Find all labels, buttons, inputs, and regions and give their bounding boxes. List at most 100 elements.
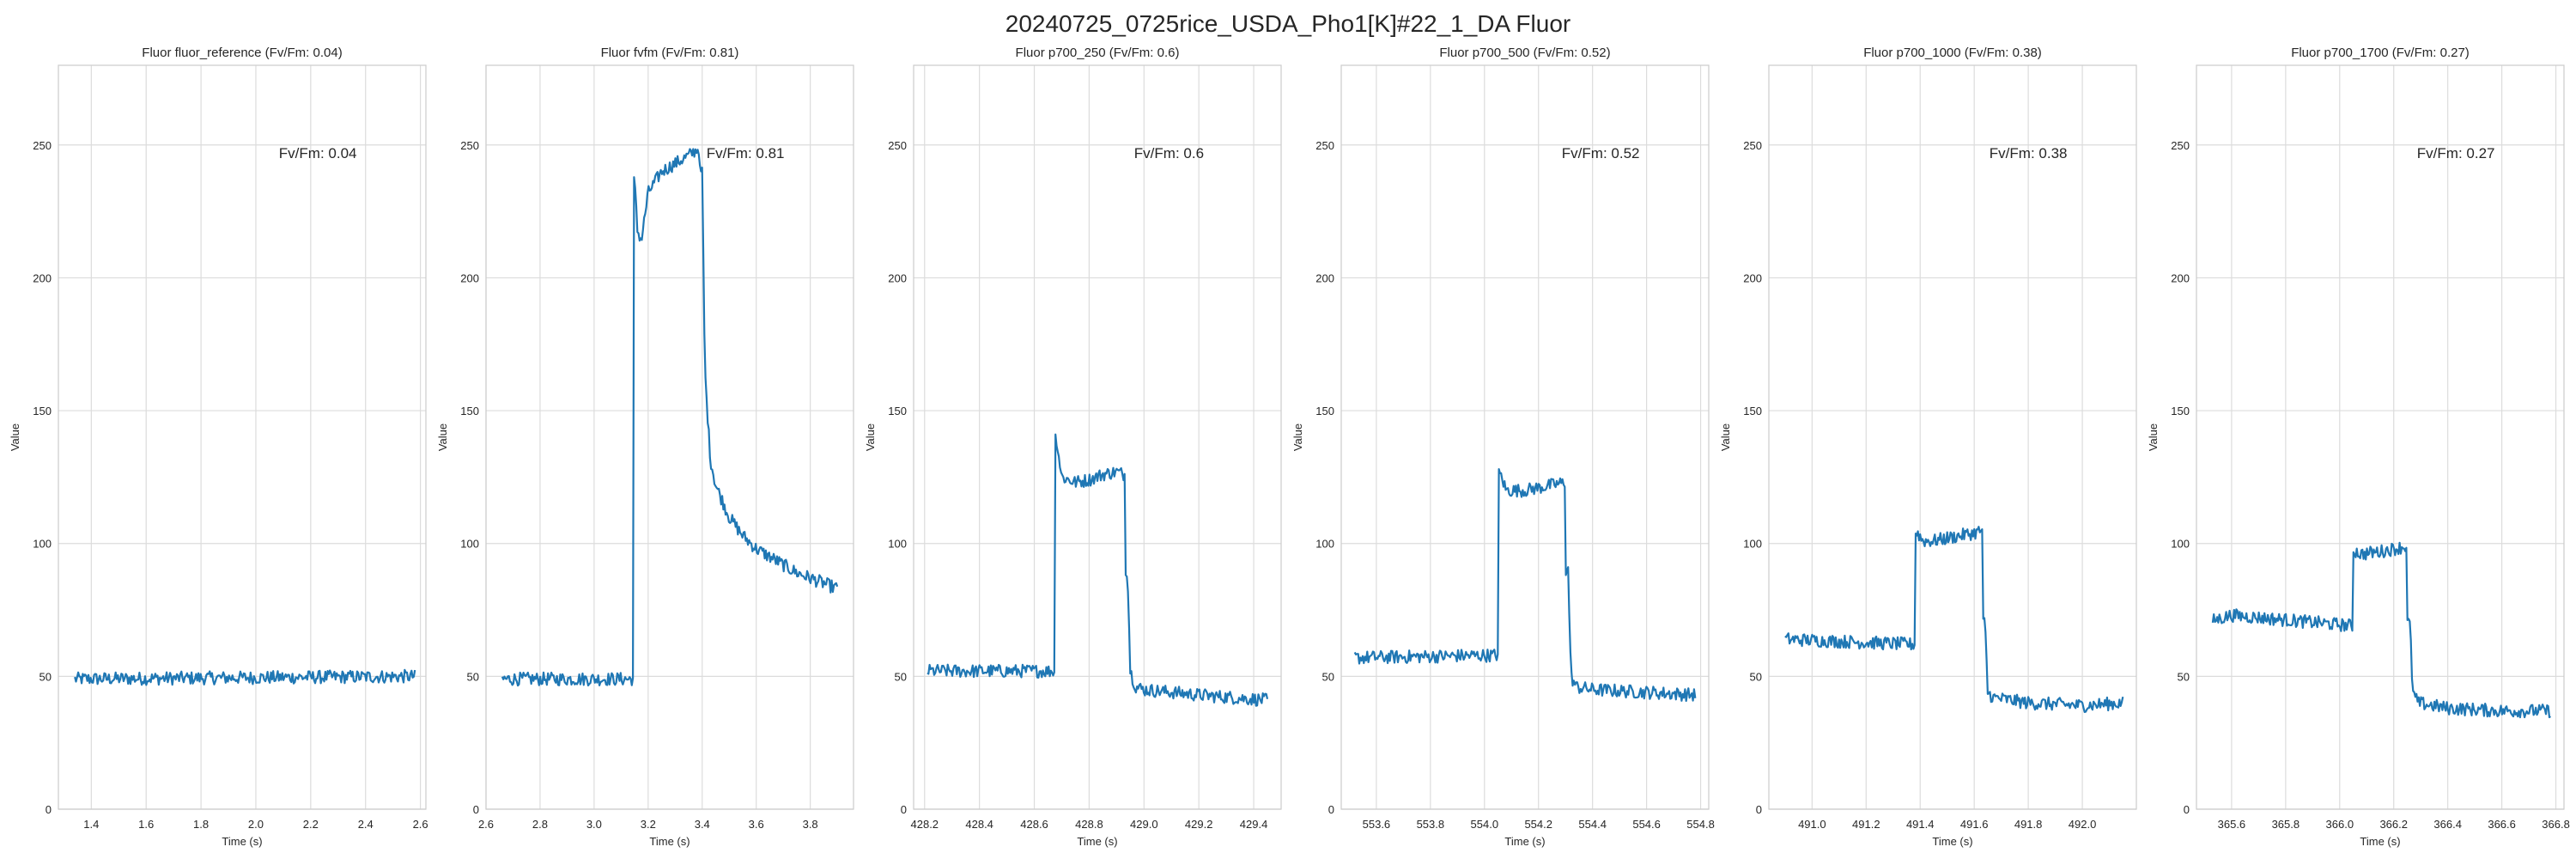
x-tick-label: 3.8 bbox=[803, 818, 818, 831]
x-tick-label: 1.8 bbox=[193, 818, 209, 831]
y-tick-label: 0 bbox=[2184, 803, 2190, 816]
y-tick-label: 250 bbox=[888, 139, 907, 152]
y-tick-label: 200 bbox=[2171, 271, 2190, 284]
y-tick-label: 50 bbox=[2178, 670, 2190, 683]
y-tick-label: 50 bbox=[39, 670, 52, 683]
x-tick-label: 553.8 bbox=[1417, 818, 1445, 831]
y-tick-label: 250 bbox=[460, 139, 479, 152]
series-line bbox=[1353, 467, 1697, 703]
x-tick-label: 3.6 bbox=[749, 818, 764, 831]
x-tick-label: 366.2 bbox=[2379, 818, 2408, 831]
x-tick-label: 366.6 bbox=[2488, 818, 2516, 831]
y-tick-label: 250 bbox=[1315, 139, 1334, 152]
y-tick-label: 200 bbox=[888, 271, 907, 284]
panel-title: Fluor fvfm (Fv/Fm: 0.81) bbox=[601, 46, 739, 60]
series-line bbox=[74, 668, 416, 686]
x-axis-label: Time (s) bbox=[2360, 835, 2400, 848]
x-axis-label: Time (s) bbox=[649, 835, 690, 848]
x-tick-label: 2.6 bbox=[413, 818, 428, 831]
y-tick-label: 100 bbox=[2171, 538, 2190, 551]
y-axis-label: Value bbox=[9, 423, 21, 451]
y-tick-label: 250 bbox=[1743, 139, 1762, 152]
plot-frame bbox=[913, 64, 1282, 810]
fvfm-annotation: Fv/Fm: 0.81 bbox=[707, 145, 785, 161]
x-tick-label: 553.6 bbox=[1363, 818, 1391, 831]
y-tick-label: 100 bbox=[33, 538, 52, 551]
y-tick-label: 150 bbox=[460, 405, 479, 417]
x-tick-label: 554.0 bbox=[1471, 818, 1499, 831]
x-tick-label: 3.0 bbox=[586, 818, 602, 831]
panel-title: Fluor p700_500 (Fv/Fm: 0.52) bbox=[1439, 46, 1610, 60]
plot-frame bbox=[58, 64, 427, 810]
x-tick-label: 366.4 bbox=[2433, 818, 2462, 831]
y-tick-label: 50 bbox=[1750, 670, 1762, 683]
fvfm-annotation: Fv/Fm: 0.6 bbox=[1134, 145, 1204, 161]
fvfm-annotation: Fv/Fm: 0.38 bbox=[1990, 145, 2068, 161]
x-tick-label: 554.8 bbox=[1686, 818, 1715, 831]
x-tick-label: 428.8 bbox=[1075, 818, 1103, 831]
x-tick-label: 1.6 bbox=[138, 818, 154, 831]
y-tick-label: 150 bbox=[888, 405, 907, 417]
y-tick-label: 0 bbox=[473, 803, 479, 816]
panel-title: Fluor p700_1700 (Fv/Fm: 0.27) bbox=[2291, 46, 2470, 60]
plot-frame bbox=[485, 64, 854, 810]
x-tick-label: 429.4 bbox=[1240, 818, 1268, 831]
y-tick-label: 0 bbox=[901, 803, 907, 816]
plot-frame bbox=[2196, 64, 2565, 810]
fvfm-annotation: Fv/Fm: 0.27 bbox=[2417, 145, 2495, 161]
x-tick-label: 365.8 bbox=[2272, 818, 2300, 831]
y-tick-label: 250 bbox=[2171, 139, 2190, 152]
y-tick-label: 150 bbox=[1743, 405, 1762, 417]
x-axis-label: Time (s) bbox=[1504, 835, 1545, 848]
x-tick-label: 365.6 bbox=[2218, 818, 2246, 831]
y-tick-label: 0 bbox=[1328, 803, 1334, 816]
x-tick-label: 366.8 bbox=[2542, 818, 2570, 831]
x-tick-label: 2.2 bbox=[303, 818, 319, 831]
y-axis-label: Value bbox=[1719, 423, 1732, 451]
panel-title: Fluor p700_250 (Fv/Fm: 0.6) bbox=[1016, 46, 1180, 60]
y-axis-label: Value bbox=[864, 423, 877, 451]
x-tick-label: 428.2 bbox=[911, 818, 939, 831]
x-axis-label: Time (s) bbox=[1932, 835, 1972, 848]
y-tick-label: 150 bbox=[1315, 405, 1334, 417]
series-line bbox=[2211, 541, 2552, 719]
x-tick-label: 491.0 bbox=[1798, 818, 1826, 831]
plot-frame bbox=[1340, 64, 1710, 810]
y-tick-label: 150 bbox=[33, 405, 52, 417]
x-axis-label: Time (s) bbox=[1077, 835, 1117, 848]
y-tick-label: 0 bbox=[1756, 803, 1762, 816]
x-tick-label: 429.2 bbox=[1185, 818, 1213, 831]
x-tick-label: 2.8 bbox=[532, 818, 548, 831]
x-tick-label: 2.4 bbox=[358, 818, 374, 831]
x-tick-label: 2.6 bbox=[478, 818, 494, 831]
y-tick-label: 250 bbox=[33, 139, 52, 152]
y-axis-label: Value bbox=[436, 423, 449, 451]
y-tick-label: 200 bbox=[1743, 271, 1762, 284]
y-tick-label: 200 bbox=[460, 271, 479, 284]
y-tick-label: 100 bbox=[460, 538, 479, 551]
series-line bbox=[1784, 526, 2124, 714]
x-tick-label: 428.4 bbox=[965, 818, 993, 831]
panel-title: Fluor fluor_reference (Fv/Fm: 0.04) bbox=[142, 46, 342, 60]
x-tick-label: 429.0 bbox=[1130, 818, 1158, 831]
x-tick-label: 491.8 bbox=[2014, 818, 2043, 831]
y-tick-label: 100 bbox=[888, 538, 907, 551]
y-tick-label: 150 bbox=[2171, 405, 2190, 417]
x-tick-label: 554.2 bbox=[1524, 818, 1552, 831]
y-axis-label: Value bbox=[2147, 423, 2160, 451]
x-tick-label: 492.0 bbox=[2069, 818, 2097, 831]
x-tick-label: 554.6 bbox=[1632, 818, 1661, 831]
x-tick-label: 3.2 bbox=[641, 818, 656, 831]
y-tick-label: 100 bbox=[1315, 538, 1334, 551]
y-axis-label: Value bbox=[1291, 423, 1304, 451]
y-tick-label: 200 bbox=[33, 271, 52, 284]
x-tick-label: 491.6 bbox=[1960, 818, 1989, 831]
series-line bbox=[927, 433, 1269, 707]
y-tick-label: 50 bbox=[467, 670, 479, 683]
fvfm-annotation: Fv/Fm: 0.04 bbox=[279, 145, 357, 161]
x-tick-label: 491.2 bbox=[1852, 818, 1880, 831]
y-tick-label: 50 bbox=[895, 670, 907, 683]
x-tick-label: 3.4 bbox=[695, 818, 710, 831]
figure-suptitle: 20240725_0725rice_USDA_Pho1[K]#22_1_DA F… bbox=[1005, 10, 1571, 37]
series-line bbox=[501, 148, 839, 687]
